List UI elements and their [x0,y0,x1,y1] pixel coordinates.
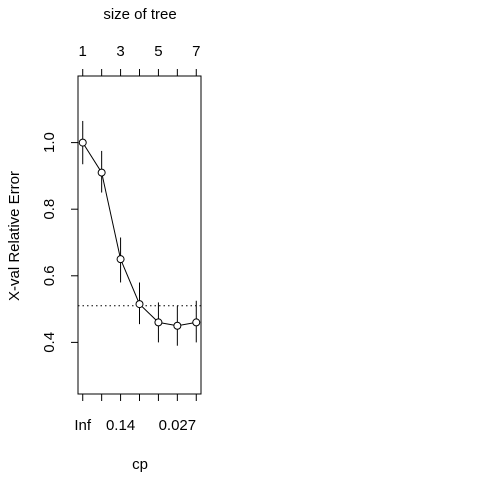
bottom-tick-label: 0.027 [159,417,197,434]
y-tick-label: 0.4 [41,332,58,353]
top-axis-title: size of tree [103,6,176,23]
y-tick-label: 0.8 [41,199,58,220]
data-point [116,255,125,264]
bottom-tick-label: Inf [74,417,92,434]
data-point [78,138,87,147]
y-tick-label: 0.6 [41,265,58,286]
bottom-tick-label: 0.14 [106,417,135,434]
top-tick-label: 5 [154,43,162,60]
top-tick-label: 3 [116,43,124,60]
data-point [154,318,163,327]
top-tick-label: 1 [79,43,87,60]
top-tick-label: 7 [192,43,200,60]
x-axis-title: cp [132,456,148,473]
y-axis-title: X-val Relative Error [6,171,23,301]
data-point [192,318,201,327]
data-point [135,300,144,309]
data-point [173,321,182,330]
plot-frame [77,75,202,395]
y-tick-label: 1.0 [41,132,58,153]
data-point [97,168,106,177]
